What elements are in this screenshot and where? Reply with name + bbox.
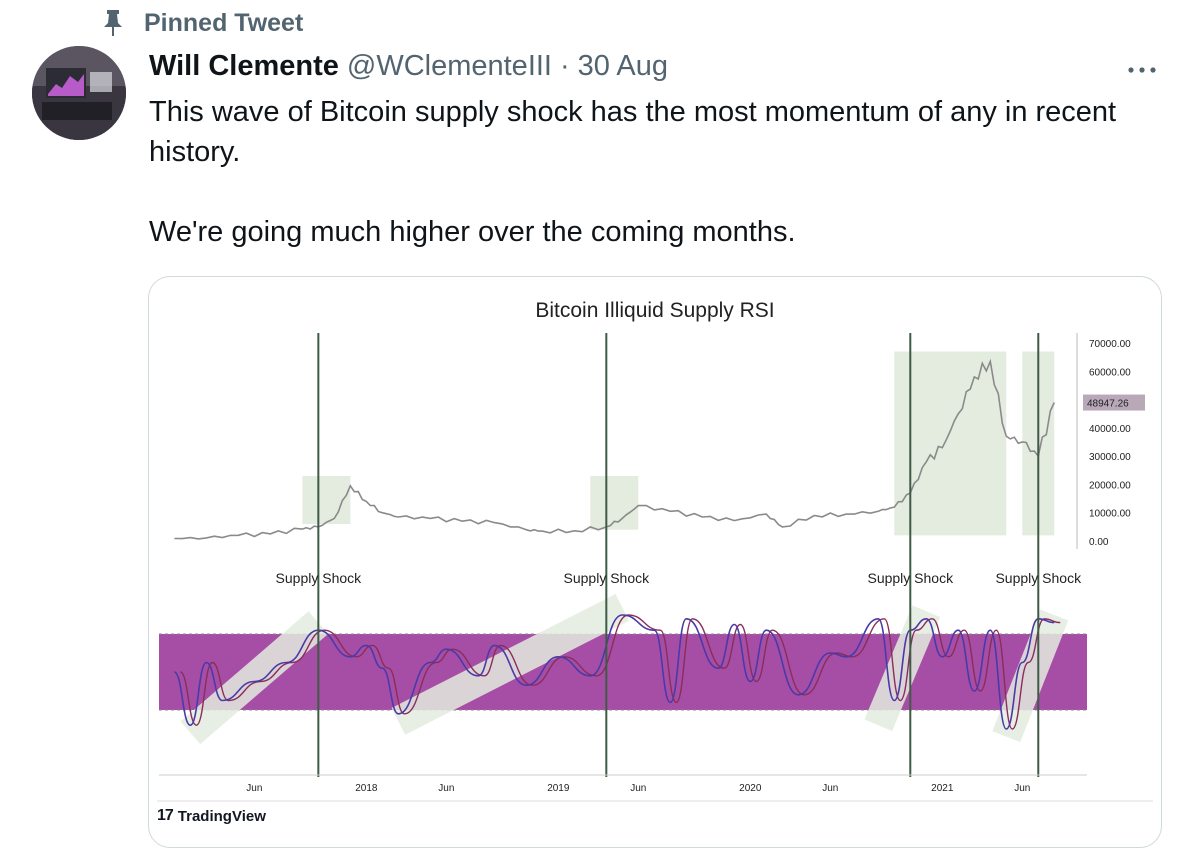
author-name[interactable]: Will Clemente (149, 50, 339, 82)
supply-shock-label: Supply Shock (995, 570, 1082, 586)
chart-title: Bitcoin Illiquid Supply RSI (535, 299, 775, 322)
last-price-tag (1083, 394, 1145, 411)
x-axis-tick: Jun (822, 783, 838, 794)
supply-shock-label: Supply Shock (564, 570, 651, 586)
pinned-indicator: Pinned Tweet (96, 6, 303, 40)
x-axis-tick: 2020 (739, 783, 762, 794)
tweet-text-paragraph-1: This wave of Bitcoin supply shock has th… (149, 96, 1117, 168)
rsi-band (159, 634, 1087, 710)
price-axis-tick: 30000.00 (1089, 452, 1131, 463)
supply-shock-label: Supply Shock (276, 570, 363, 586)
pin-icon (96, 6, 130, 40)
tweet-body: This wave of Bitcoin supply shock has th… (149, 92, 1169, 252)
x-axis-tick: 2021 (931, 783, 954, 794)
price-axis-tick: 10000.00 (1089, 509, 1131, 520)
price-axis-tick: 70000.00 (1089, 339, 1131, 350)
supply-shock-label: Supply Shock (867, 570, 954, 586)
tradingview-name: TradingView (177, 807, 266, 825)
tweet-media-image[interactable]: 70000.0060000.0050000.0040000.0030000.00… (148, 276, 1162, 848)
rsi-line (173, 614, 1055, 730)
x-axis-tick: Jun (246, 783, 262, 794)
last-price-label: 48947.26 (1087, 399, 1129, 410)
x-axis-tick: 2019 (547, 783, 570, 794)
avatar[interactable] (32, 46, 126, 140)
pinned-label: Pinned Tweet (144, 8, 304, 37)
author-handle[interactable]: @WClementeIII (346, 50, 552, 82)
header-separator: · (560, 50, 570, 82)
more-options-button[interactable] (1122, 56, 1162, 84)
tweet-date[interactable]: 30 Aug (577, 50, 668, 82)
tradingview-logo-icon: 17 (157, 807, 174, 824)
chart-svg: 70000.0060000.0050000.0040000.0030000.00… (157, 333, 1153, 802)
x-axis-tick: Jun (438, 783, 454, 794)
price-highlight-box (894, 351, 1007, 536)
tradingview-logo: 17 TradingView (157, 807, 266, 825)
x-axis-tick: Jun (630, 783, 646, 794)
rsi-signal-line (179, 614, 1061, 730)
price-line (174, 358, 1056, 540)
price-axis-tick: 0.00 (1089, 537, 1109, 548)
tweet-header: Will Clemente @WClementeIII · 30 Aug (149, 50, 668, 88)
tweet-text-paragraph-2: We're going much higher over the coming … (149, 216, 796, 248)
x-axis-tick: Jun (1014, 783, 1030, 794)
rsi-trend-highlight (180, 611, 329, 745)
x-axis-tick: 2018 (355, 783, 378, 794)
price-axis-tick: 20000.00 (1089, 480, 1131, 491)
more-dots-icon (1128, 67, 1156, 73)
price-axis-tick: 60000.00 (1089, 367, 1131, 378)
price-axis-tick: 40000.00 (1089, 424, 1131, 435)
rsi-trend-highlight (992, 609, 1069, 743)
